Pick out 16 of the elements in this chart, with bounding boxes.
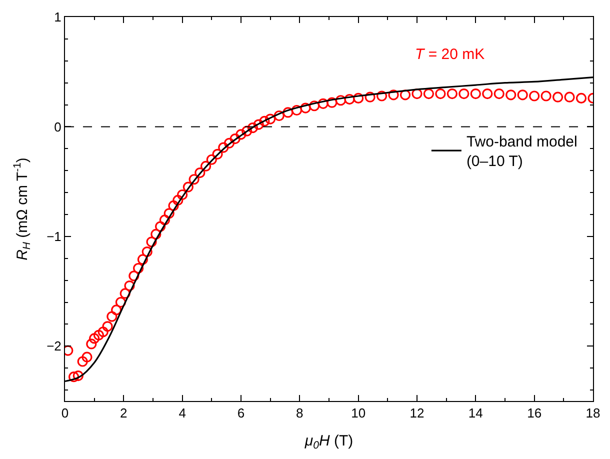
x-tick-label: 2: [120, 406, 128, 421]
x-tick-label: 6: [237, 406, 245, 421]
x-axis-title: μ$_{0}$H (T): [304, 432, 354, 452]
annotation: T = 20 mK: [415, 46, 485, 63]
x-tick-label: 18: [586, 406, 600, 421]
x-tick-label: 4: [178, 406, 186, 421]
y-tick-label: −1: [46, 228, 62, 244]
y-tick-label: 0: [54, 119, 62, 134]
x-tick-label: 10: [351, 406, 366, 421]
x-tick-label: 8: [296, 406, 304, 421]
x-tick-label: 14: [468, 406, 483, 421]
y-tick-label: −2: [46, 338, 62, 354]
legend-label: Two-band model (0–10 T): [466, 134, 578, 170]
x-tick-label: 12: [410, 406, 424, 421]
y-tick-label: 1: [54, 10, 62, 25]
x-tick-label: 16: [527, 406, 542, 421]
